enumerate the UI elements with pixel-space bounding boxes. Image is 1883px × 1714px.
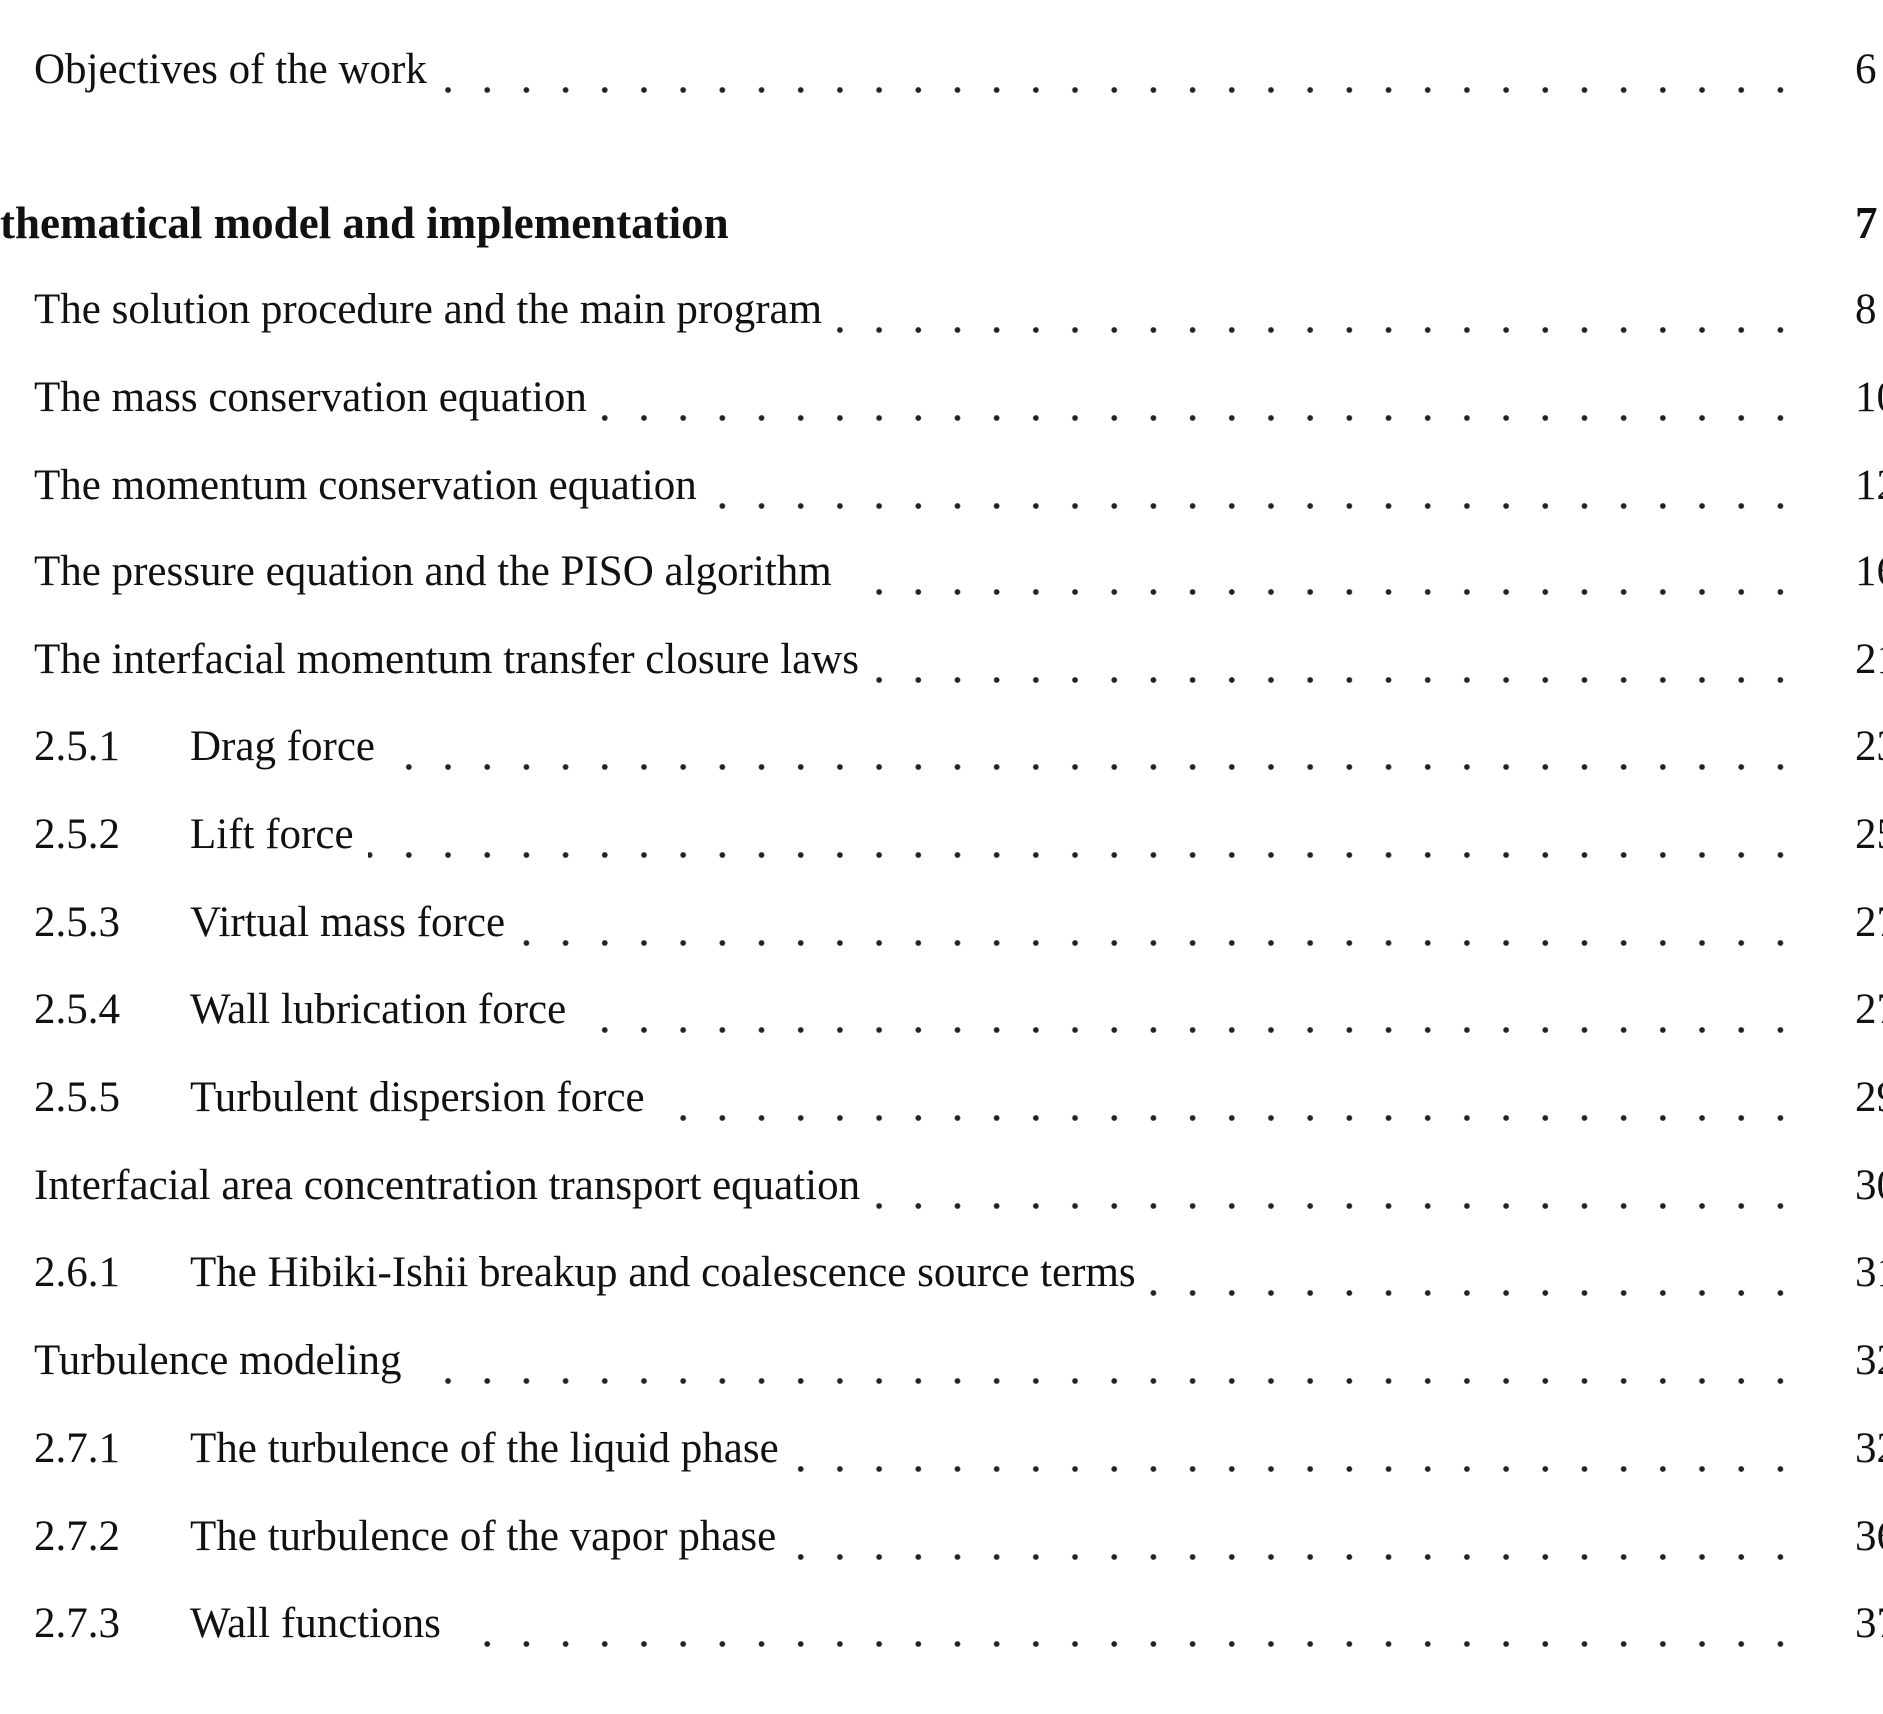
entry-page-number: 30: [1855, 1162, 1883, 1209]
entry-page-number: 10: [1855, 374, 1883, 421]
entry-title: The turbulence of the vapor phase: [190, 1507, 791, 1567]
toc-entry-subsection[interactable]: 2.6.1 The Hibiki-Ishii breakup and coales…: [0, 1243, 1883, 1303]
toc-entry-subsection[interactable]: 2.5.1 Drag force 23: [0, 717, 1883, 777]
entry-page-number: 8: [1855, 286, 1877, 333]
toc-entry-section[interactable]: The interfacial momentum transfer closur…: [0, 630, 1883, 690]
entry-page-number: 23: [1855, 723, 1883, 770]
entry-number: 2.5.3: [34, 899, 120, 946]
entry-title: thematical model and implementation: [0, 193, 743, 253]
toc-entry-section[interactable]: Objectives of the work 6: [0, 40, 1883, 100]
entry-page-number: 25: [1855, 811, 1883, 858]
entry-number: 2.7.1: [34, 1425, 120, 1472]
entry-page-number: 27: [1855, 986, 1883, 1033]
entry-title: The mass conservation equation: [34, 368, 601, 428]
entry-number: 2.5.4: [34, 986, 120, 1033]
entry-title: The turbulence of the liquid phase: [190, 1419, 793, 1479]
entry-title: Drag force: [190, 717, 390, 777]
entry-number: 2.5.5: [34, 1074, 120, 1121]
entry-page-number: 31: [1855, 1249, 1883, 1296]
entry-number: 2.6.1: [34, 1249, 120, 1296]
toc-entry-section[interactable]: The solution procedure and the main prog…: [0, 280, 1883, 340]
entry-title: The pressure equation and the PISO algor…: [34, 542, 846, 602]
toc-entry-subsection[interactable]: 2.5.5 Turbulent dispersion force 29: [0, 1068, 1883, 1128]
entry-page-number: 21: [1855, 636, 1883, 683]
entry-title: The interfacial momentum transfer closur…: [34, 630, 874, 690]
toc-entry-subsection[interactable]: 2.5.3 Virtual mass force 27: [0, 893, 1883, 953]
entry-page-number: 32: [1855, 1425, 1883, 1472]
toc-entry-section[interactable]: The pressure equation and the PISO algor…: [0, 542, 1883, 602]
entry-title: Turbulence modeling: [34, 1331, 416, 1391]
entry-page-number: 36: [1855, 1513, 1883, 1560]
entry-page-number: 12: [1855, 462, 1883, 509]
entry-title: Virtual mass force: [190, 893, 520, 953]
entry-title: Turbulent dispersion force: [190, 1068, 659, 1128]
entry-title: Wall lubrication force: [190, 980, 581, 1040]
toc-entry-subsection[interactable]: 2.5.2 Lift force 25: [0, 805, 1883, 865]
entry-page-number: 7: [1855, 198, 1878, 248]
toc-entry-chapter[interactable]: thematical model and implementation 7: [0, 193, 1883, 253]
entry-title: Objectives of the work: [34, 40, 441, 100]
entry-number: 2.7.3: [34, 1600, 120, 1647]
entry-page-number: 37: [1855, 1600, 1883, 1647]
toc-entry-subsection[interactable]: 2.7.1 The turbulence of the liquid phase 3…: [0, 1419, 1883, 1479]
entry-title: Wall functions: [190, 1594, 455, 1654]
entry-number: 2.5.2: [34, 811, 120, 858]
toc-entry-section[interactable]: Interfacial area concentration transport…: [0, 1156, 1883, 1216]
toc-entry-subsection[interactable]: 2.5.4 Wall lubrication force 27: [0, 980, 1883, 1040]
entry-title: The solution procedure and the main prog…: [34, 280, 837, 340]
entry-number: 2.5.1: [34, 723, 120, 770]
toc-entry-section[interactable]: The momentum conservation equation 12: [0, 456, 1883, 516]
entry-page-number: 6: [1855, 46, 1877, 93]
entry-page-number: 27: [1855, 899, 1883, 946]
entry-title: The Hibiki-Ishii breakup and coalescence…: [190, 1243, 1150, 1303]
toc-entry-subsection[interactable]: 2.7.3 Wall functions 37: [0, 1594, 1883, 1654]
entry-title: Lift force: [190, 805, 368, 865]
entry-page-number: 32: [1855, 1337, 1883, 1384]
entry-number: 2.7.2: [34, 1513, 120, 1560]
entry-page-number: 29: [1855, 1074, 1883, 1121]
toc-entry-section[interactable]: Turbulence modeling 32: [0, 1331, 1883, 1391]
entry-title: Interfacial area concentration transport…: [34, 1156, 875, 1216]
entry-page-number: 16: [1855, 548, 1883, 595]
entry-title: The momentum conservation equation: [34, 456, 711, 516]
toc-entry-subsection[interactable]: 2.7.2 The turbulence of the vapor phase 36: [0, 1507, 1883, 1567]
toc-entry-section[interactable]: The mass conservation equation 10: [0, 368, 1883, 428]
